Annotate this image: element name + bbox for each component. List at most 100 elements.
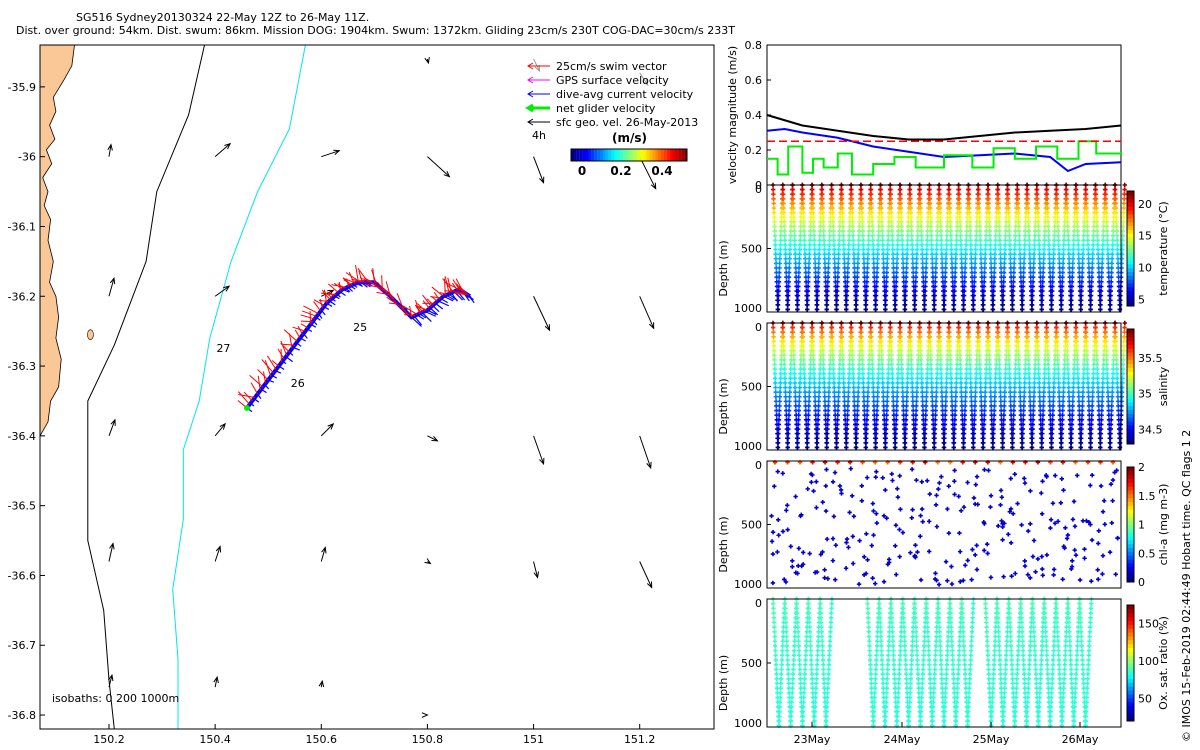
profile-sample <box>834 293 840 298</box>
profile-sample <box>1004 215 1009 220</box>
profile-sample <box>1056 233 1061 238</box>
profile-sample <box>1087 279 1092 285</box>
profile-sample <box>822 265 828 271</box>
colorbar-cell <box>1127 516 1134 522</box>
profile-sample <box>1116 265 1121 271</box>
profile-sample <box>788 228 793 234</box>
profile-sample <box>843 302 849 308</box>
profile-sample <box>973 242 979 248</box>
profile-sample <box>979 408 984 413</box>
profile-sample <box>794 284 799 289</box>
profile-sample <box>967 357 973 363</box>
profile-sample <box>1010 293 1016 298</box>
profile-sample <box>1078 298 1083 303</box>
profile-sample <box>916 196 922 202</box>
profile-sample <box>874 270 880 275</box>
profile-sample <box>958 242 964 248</box>
profile-sample <box>982 256 988 261</box>
profile-sample <box>859 205 865 211</box>
profile-sample <box>886 348 892 353</box>
profile-sample <box>935 215 941 220</box>
profile-sample <box>948 460 953 465</box>
profile-sample <box>910 389 915 395</box>
profile-sample <box>1048 279 1053 285</box>
profile-sample <box>1049 431 1055 436</box>
profile-sample <box>808 343 814 349</box>
profile-sample <box>999 426 1005 432</box>
profile-sample <box>1045 205 1050 211</box>
profile-sample <box>925 478 930 483</box>
profile-sample <box>944 242 949 248</box>
profile-sample <box>844 298 849 303</box>
profile-sample <box>1005 320 1010 326</box>
profile-sample <box>1065 228 1071 234</box>
profile-sample <box>794 596 799 602</box>
colorbar-cell <box>594 149 598 161</box>
colorbar-cell <box>614 149 618 161</box>
profile-sample <box>779 339 785 344</box>
profile-sample <box>1029 298 1034 303</box>
swim-vector <box>323 289 328 304</box>
profile-sample <box>900 376 905 381</box>
profile-sample <box>985 182 991 188</box>
profile-sample <box>790 187 795 192</box>
profile-sample <box>927 325 932 330</box>
profile-sample <box>834 440 839 446</box>
profile-sample <box>929 389 935 395</box>
profile-sample <box>985 201 990 206</box>
profile-sample <box>997 362 1002 367</box>
profile-sample <box>902 302 907 308</box>
profile-sample <box>1011 422 1016 427</box>
profile-sample <box>849 192 854 197</box>
profile-sample <box>936 205 941 211</box>
profile-sample <box>886 557 892 562</box>
profile-sample <box>989 412 994 418</box>
profile-sample <box>896 362 901 367</box>
profile-sample <box>979 422 985 427</box>
profile-sample <box>779 667 784 672</box>
profile-sample <box>1076 399 1082 404</box>
profile-sample <box>842 408 848 413</box>
profile-sample <box>975 502 980 507</box>
profile-sample <box>892 422 897 427</box>
profile-sample <box>826 251 832 257</box>
profile-sample <box>873 307 878 312</box>
profile-sample <box>867 348 872 353</box>
profile-sample <box>900 261 906 266</box>
profile-sample <box>1108 440 1113 446</box>
profile-sample <box>1023 362 1028 367</box>
profile-sample <box>1077 426 1083 432</box>
profile-sample <box>911 408 916 413</box>
profile-sample <box>809 339 814 344</box>
profile-sample <box>1033 201 1039 206</box>
profile-sample <box>850 357 855 363</box>
profile-sample <box>888 196 893 202</box>
colorbar-cell <box>1127 198 1134 203</box>
profile-sample <box>835 279 840 285</box>
profile-sample <box>910 265 916 271</box>
profile-sample <box>970 436 976 441</box>
colorbar-cell <box>588 149 592 161</box>
profile-sample <box>1003 357 1009 363</box>
profile-sample <box>991 431 996 436</box>
profile-sample <box>902 293 907 298</box>
profile-sample <box>936 182 942 188</box>
colorbar-cell <box>1127 340 1134 345</box>
profile-sample <box>897 460 903 465</box>
profile-sample <box>943 559 949 564</box>
profile-sample <box>926 339 931 344</box>
profile-sample <box>1012 394 1017 399</box>
profile-sample <box>810 196 815 202</box>
profile-sample <box>960 298 966 303</box>
profile-sample <box>1062 210 1068 215</box>
profile-sample <box>860 233 866 238</box>
profile-sample <box>857 224 862 229</box>
profile-sample <box>1028 417 1034 423</box>
profile-sample <box>923 403 929 409</box>
profile-sample <box>970 422 975 427</box>
profile-sample <box>823 284 829 289</box>
profile-sample <box>870 366 875 372</box>
profile-sample <box>1042 371 1047 376</box>
profile-sample <box>944 247 949 252</box>
profile-sample <box>1112 182 1118 188</box>
